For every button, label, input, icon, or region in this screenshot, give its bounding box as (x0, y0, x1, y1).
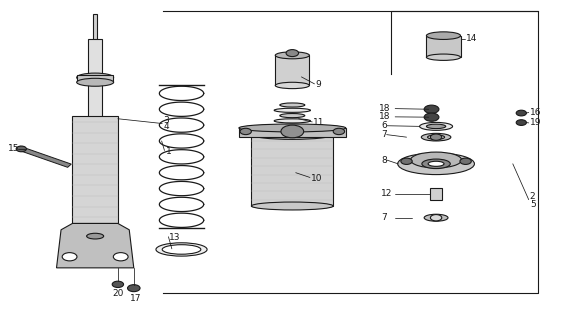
Circle shape (113, 252, 128, 261)
FancyBboxPatch shape (251, 135, 333, 206)
Circle shape (127, 285, 140, 292)
Text: 18: 18 (379, 112, 391, 121)
Circle shape (516, 120, 526, 125)
Ellipse shape (239, 124, 345, 132)
Polygon shape (57, 223, 134, 268)
Ellipse shape (77, 73, 114, 82)
Text: 1: 1 (166, 147, 171, 156)
Polygon shape (17, 146, 71, 167)
Ellipse shape (274, 129, 311, 133)
FancyBboxPatch shape (431, 188, 442, 200)
Text: 4: 4 (163, 122, 169, 131)
Ellipse shape (162, 245, 201, 254)
Ellipse shape (398, 153, 475, 175)
Text: 10: 10 (311, 174, 323, 183)
Circle shape (424, 105, 439, 113)
Ellipse shape (274, 108, 311, 112)
Ellipse shape (156, 243, 207, 256)
Ellipse shape (411, 152, 461, 168)
Ellipse shape (275, 52, 309, 59)
Text: 11: 11 (313, 118, 324, 127)
Text: 2: 2 (530, 192, 536, 201)
Text: 18: 18 (379, 104, 391, 113)
Text: 3: 3 (163, 116, 169, 124)
Text: 7: 7 (381, 213, 387, 222)
Circle shape (286, 50, 299, 57)
Circle shape (401, 158, 412, 164)
Ellipse shape (77, 78, 114, 86)
FancyBboxPatch shape (275, 55, 309, 85)
Ellipse shape (422, 159, 451, 169)
Text: 13: 13 (169, 233, 180, 242)
Text: 12: 12 (381, 189, 392, 198)
Ellipse shape (427, 32, 461, 39)
Text: 6: 6 (381, 121, 387, 130)
Ellipse shape (280, 114, 305, 118)
Ellipse shape (427, 124, 446, 129)
Text: 15: 15 (8, 144, 20, 153)
Text: 16: 16 (530, 108, 541, 117)
Text: 17: 17 (130, 294, 141, 303)
FancyBboxPatch shape (89, 39, 102, 122)
Ellipse shape (87, 233, 104, 239)
Ellipse shape (251, 202, 333, 210)
Ellipse shape (421, 133, 451, 141)
FancyBboxPatch shape (77, 75, 113, 82)
FancyBboxPatch shape (239, 128, 345, 137)
Text: 8: 8 (381, 156, 387, 164)
Ellipse shape (280, 103, 305, 107)
Ellipse shape (251, 130, 333, 140)
Ellipse shape (280, 124, 305, 128)
Ellipse shape (428, 135, 445, 140)
Circle shape (112, 281, 123, 288)
Circle shape (240, 128, 251, 135)
Circle shape (16, 146, 26, 152)
FancyBboxPatch shape (427, 36, 461, 57)
Circle shape (431, 134, 442, 140)
Ellipse shape (428, 161, 444, 166)
FancyBboxPatch shape (73, 116, 118, 223)
Circle shape (516, 110, 526, 116)
Circle shape (333, 128, 344, 135)
Circle shape (460, 158, 471, 164)
Text: 14: 14 (466, 34, 477, 43)
Ellipse shape (274, 119, 311, 123)
Text: 7: 7 (381, 130, 387, 139)
Circle shape (281, 125, 304, 138)
Circle shape (424, 113, 439, 121)
Ellipse shape (420, 123, 453, 130)
Text: 19: 19 (530, 118, 541, 127)
Text: 20: 20 (112, 289, 123, 298)
Circle shape (62, 252, 77, 261)
Text: 5: 5 (530, 200, 536, 209)
Ellipse shape (275, 82, 309, 89)
Text: 9: 9 (315, 80, 321, 89)
Ellipse shape (424, 214, 448, 221)
FancyBboxPatch shape (93, 14, 98, 46)
Circle shape (431, 215, 442, 221)
Ellipse shape (427, 54, 461, 60)
